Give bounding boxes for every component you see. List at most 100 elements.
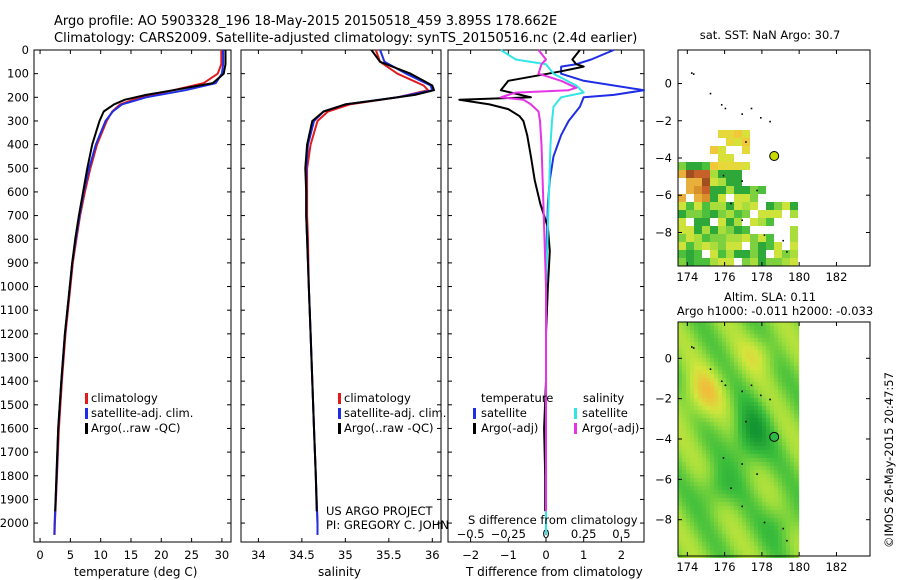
heatmap-cell: [706, 506, 710, 510]
heatmap-cell: [770, 454, 774, 458]
heatmap-cell: [694, 178, 702, 186]
heatmap-cell: [762, 422, 766, 426]
heatmap-cell: [798, 374, 800, 378]
heatmap-cell: [758, 210, 766, 218]
heatmap-cell: [682, 358, 686, 362]
heatmap-cell: [710, 234, 718, 242]
heatmap-cell: [774, 486, 778, 490]
heatmap-cell: [678, 486, 682, 490]
heatmap-cell: [782, 522, 786, 526]
legend-swatch-argo: [338, 423, 341, 434]
heatmap-cell: [778, 426, 782, 430]
heatmap-cell: [682, 526, 686, 530]
heatmap-cell: [722, 394, 726, 398]
legend-swatch-s-argo: [574, 423, 577, 434]
heatmap-cell: [682, 370, 686, 374]
heatmap-cell: [726, 358, 730, 362]
sla-coastline: [691, 346, 788, 542]
heatmap-cell: [714, 406, 718, 410]
heatmap-cell: [702, 322, 706, 326]
heatmap-cell: [738, 470, 742, 474]
heatmap-cell: [762, 494, 766, 498]
heatmap-cell: [742, 454, 746, 458]
heatmap-cell: [762, 502, 766, 506]
heatmap-cell: [774, 342, 778, 346]
heatmap-cell: [710, 334, 714, 338]
heatmap-cell: [726, 374, 730, 378]
heatmap-cell: [694, 522, 698, 526]
coastline-dot: [724, 107, 727, 110]
heatmap-cell: [786, 474, 790, 478]
heatmap-cell: [766, 354, 770, 358]
heatmap-cell: [750, 466, 754, 470]
heatmap-cell: [758, 490, 762, 494]
heatmap-cell: [746, 490, 750, 494]
heatmap-cell: [794, 498, 798, 502]
heatmap-cell: [758, 250, 766, 258]
heatmap-cell: [690, 490, 694, 494]
legend-label-satellite: satellite-adj. clim.: [344, 406, 446, 420]
heatmap-cell: [682, 426, 686, 430]
heatmap-cell: [794, 462, 798, 466]
heatmap-cell: [778, 386, 782, 390]
heatmap-cell: [754, 526, 758, 530]
heatmap-cell: [706, 542, 710, 546]
heatmap-cell: [710, 446, 714, 450]
heatmap-cell: [686, 446, 690, 450]
heatmap-cell: [790, 486, 794, 490]
heatmap-cell: [798, 326, 800, 330]
heatmap-cell: [738, 378, 742, 382]
heatmap-cell: [786, 454, 790, 458]
heatmap-cell: [794, 546, 798, 550]
heatmap-cell: [794, 514, 798, 518]
heatmap-cell: [798, 422, 800, 426]
heatmap-cell: [722, 486, 726, 490]
heatmap-cell: [698, 470, 702, 474]
heatmap-cell: [742, 162, 750, 170]
heatmap-cell: [758, 218, 766, 226]
y-tick-label: 1700: [0, 445, 29, 459]
heatmap-cell: [714, 498, 718, 502]
heatmap-cell: [798, 322, 800, 326]
heatmap-cell: [766, 330, 770, 334]
heatmap-cell: [770, 486, 774, 490]
heatmap-cell: [798, 518, 800, 522]
heatmap-cell: [762, 326, 766, 330]
heatmap-cell: [726, 394, 730, 398]
heatmap-cell: [710, 470, 714, 474]
heatmap-cell: [706, 402, 710, 406]
heatmap-cell: [758, 338, 762, 342]
heatmap-cell: [738, 374, 742, 378]
heatmap-cell: [710, 346, 714, 350]
heatmap-cell: [786, 502, 790, 506]
legend-label-t-satellite: satellite: [481, 406, 527, 420]
heatmap-cell: [714, 370, 718, 374]
heatmap-cell: [762, 366, 766, 370]
heatmap-cell: [730, 498, 734, 502]
heatmap-cell: [786, 458, 790, 462]
heatmap-cell: [730, 470, 734, 474]
heatmap-cell: [694, 354, 698, 358]
heatmap-cell: [734, 442, 738, 446]
heatmap-cell: [690, 406, 694, 410]
heatmap-cell: [706, 462, 710, 466]
heatmap-cell: [790, 438, 794, 442]
heatmap-cell: [714, 446, 718, 450]
heatmap-cell: [710, 482, 714, 486]
heatmap-cell: [714, 534, 718, 538]
heatmap-cell: [746, 418, 750, 422]
heatmap-cell: [734, 418, 738, 422]
heatmap-cell: [766, 498, 770, 502]
heatmap-cell: [742, 430, 746, 434]
heatmap-cell: [678, 342, 682, 346]
heatmap-cell: [746, 366, 750, 370]
heatmap-cell: [770, 446, 774, 450]
heatmap-cell: [774, 350, 778, 354]
y-tick-label: −2: [655, 392, 672, 406]
heatmap-cell: [714, 538, 718, 542]
heatmap-cell: [798, 342, 800, 346]
heatmap-cell: [758, 322, 762, 326]
heatmap-cell: [782, 438, 786, 442]
difference-legend: temperature salinity satellite Argo(-adj…: [473, 391, 639, 435]
heatmap-cell: [686, 202, 694, 210]
